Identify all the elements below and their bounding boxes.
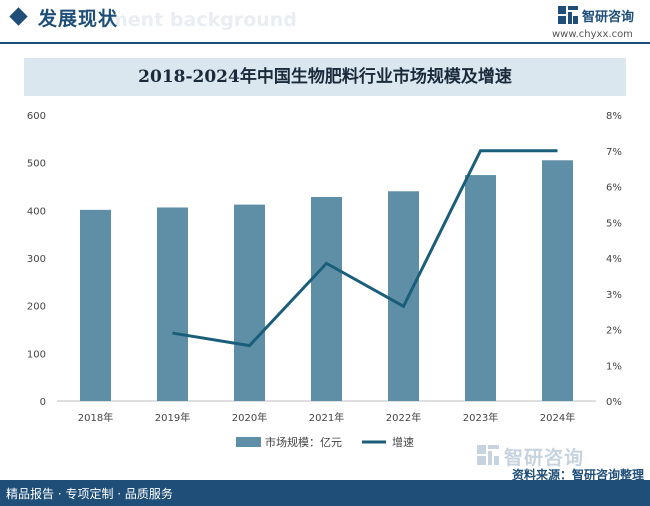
y-left-tick-label: 300 — [27, 254, 46, 265]
data-source: 资料来源：智研咨询整理 — [511, 468, 644, 482]
x-tick-label: 2018年 — [78, 411, 113, 424]
legend-label-market-size: 市场规模：亿元 — [265, 435, 342, 449]
x-tick-label: 2022年 — [386, 411, 421, 424]
y-right-tick-label: 1% — [606, 361, 622, 372]
x-tick-label: 2021年 — [309, 411, 344, 424]
diamond-icon — [9, 7, 28, 26]
header-background-word: ment background — [108, 9, 297, 31]
bar-market-size — [542, 160, 573, 401]
x-tick-label: 2020年 — [232, 411, 267, 424]
x-tick-label: 2019年 — [155, 411, 190, 424]
bar-market-size — [465, 175, 496, 401]
bar-market-size — [157, 207, 188, 401]
watermark-brand: 智研咨询 — [504, 447, 585, 469]
y-right-tick-label: 4% — [606, 254, 622, 265]
legend-label-growth-rate: 增速 — [392, 435, 414, 449]
y-right-tick-label: 7% — [606, 147, 622, 158]
x-tick-label: 2023年 — [463, 411, 498, 424]
y-left-tick-label: 600 — [27, 111, 46, 122]
bar-market-size — [311, 196, 342, 401]
page-header: ment background 发展现状 智研咨询 www.chyxx.com — [0, 0, 650, 44]
watermark-logo-icon — [477, 445, 499, 465]
chart-title: 2018-2024年中国生物肥料行业市场规模及增速 — [138, 67, 512, 87]
y-left-tick-label: 400 — [27, 206, 46, 217]
footer-slogan: 精品报告 · 专项定制 · 品质服务 — [6, 487, 173, 501]
y-left-tick-label: 0 — [40, 397, 46, 408]
y-right-tick-label: 3% — [606, 290, 622, 301]
combo-chart: 0 100 200 300 400 500 600 0% 1% 2% 3% 4% 5% 6% 7% 8% 201… — [27, 111, 622, 449]
y-left-tick-label: 500 — [27, 159, 46, 170]
y-right-tick-label: 0% — [606, 397, 622, 408]
section-title: 发展现状 — [38, 8, 119, 30]
page-footer: 精品报告 · 专项定制 · 品质服务 — [0, 480, 650, 506]
y-right-tick-label: 5% — [606, 218, 622, 229]
bar-market-size — [80, 209, 111, 401]
y-left-tick-label: 200 — [27, 302, 46, 313]
y-right-tick-label: 8% — [606, 111, 622, 122]
brand-name: 智研咨询 — [582, 10, 635, 25]
brand-logo-icon — [558, 6, 578, 24]
y-right-tick-label: 2% — [606, 326, 622, 337]
header-divider — [0, 42, 650, 44]
growth-rate-line — [172, 149, 558, 348]
legend-swatch-market-size — [236, 437, 261, 447]
y-right-tick-label: 6% — [606, 183, 622, 194]
website-url: www.chyxx.com — [552, 29, 633, 40]
bar-market-size — [234, 204, 265, 401]
bar-market-size — [388, 191, 419, 401]
chart-title-banner: 2018-2024年中国生物肥料行业市场规模及增速 — [24, 58, 626, 96]
x-tick-label: 2024年 — [540, 411, 575, 424]
y-left-tick-label: 100 — [27, 349, 46, 360]
